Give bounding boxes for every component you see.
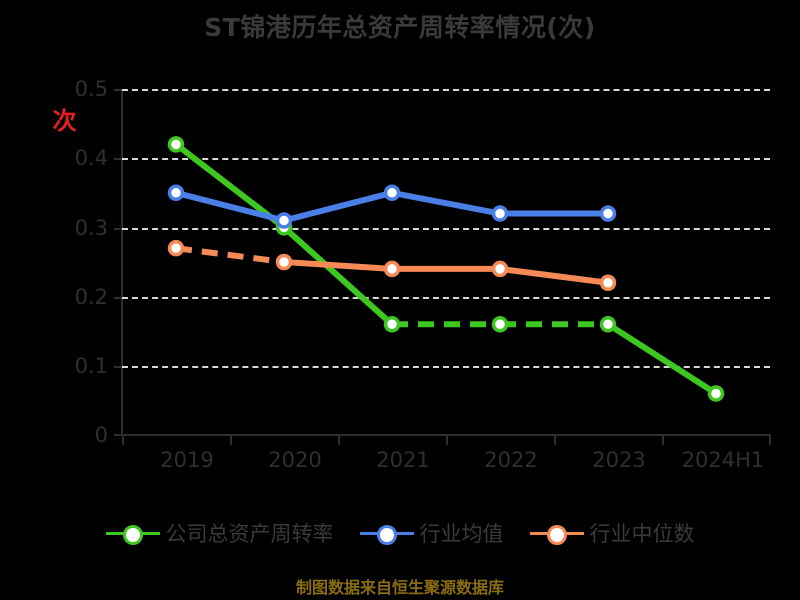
y-axis-line (121, 89, 123, 436)
chart-title: ST锦港历年总资产周转率情况(次) (204, 13, 596, 42)
x-tick-mark-4 (554, 436, 556, 445)
x-tick-mark-0 (122, 436, 124, 445)
y-tick-mark-0 (114, 434, 122, 436)
legend-swatch-industry-average-icon (359, 523, 414, 545)
x-tick-mark-6 (769, 436, 771, 445)
legend-marker-industry-average (376, 525, 397, 545)
y-axis-title: 次 (48, 108, 76, 132)
y-tick-mark-0.2 (114, 297, 122, 299)
y-axis-labels: 0.5 0.4 0.3 0.2 0.1 0 (0, 0, 108, 600)
legend-swatch-industry-median-icon (529, 523, 584, 545)
y-tick-label-0: 0 (94, 423, 108, 447)
x-tick-mark-3 (446, 436, 448, 445)
y-tick-label-0.3: 0.3 (74, 216, 108, 240)
x-tick-label-2020: 2020 (268, 448, 322, 472)
y-tick-mark-0.1 (114, 366, 122, 368)
y-tick-label-0.5: 0.5 (74, 77, 108, 101)
chart-legend: 公司总资产周转率 行业均值 行业中位数 (0, 518, 800, 548)
legend-label-industry-average: 行业均值 (419, 522, 504, 546)
x-tick-mark-5 (662, 436, 664, 445)
legend-item-industry-average[interactable]: 行业均值 (359, 518, 504, 548)
y-tick-mark-0.5 (114, 89, 122, 91)
legend-item-company[interactable]: 公司总资产周转率 (105, 518, 334, 548)
x-tick-label-2024H1: 2024H1 (681, 448, 765, 472)
y-tick-label-0.4: 0.4 (74, 146, 108, 170)
legend-label-company: 公司总资产周转率 (165, 522, 334, 546)
x-axis-line (121, 434, 771, 436)
y-tick-label-0.2: 0.2 (74, 285, 108, 309)
x-tick-label-2021: 2021 (376, 448, 430, 472)
chart-footer-source: 制图数据来自恒生聚源数据库 (295, 578, 504, 597)
gridline-0.3 (122, 228, 770, 230)
x-tick-mark-2 (338, 436, 340, 445)
x-tick-label-2019: 2019 (160, 448, 214, 472)
plot-area (122, 89, 770, 435)
x-tick-label-2023: 2023 (592, 448, 646, 472)
gridline-0.4 (122, 158, 770, 160)
x-tick-label-2022: 2022 (484, 448, 538, 472)
legend-item-industry-median[interactable]: 行业中位数 (529, 518, 695, 548)
y-tick-mark-0.3 (114, 228, 122, 230)
legend-marker-industry-median (546, 525, 567, 545)
legend-marker-company (122, 525, 143, 545)
legend-swatch-company-icon (105, 523, 160, 545)
gridline-0.1 (122, 366, 770, 368)
y-tick-mark-0.4 (114, 158, 122, 160)
y-tick-label-0.1: 0.1 (74, 354, 108, 378)
gridline-0.2 (122, 297, 770, 299)
x-tick-mark-1 (230, 436, 232, 445)
gridline-0.5 (122, 89, 770, 91)
legend-label-industry-median: 行业中位数 (589, 522, 695, 546)
